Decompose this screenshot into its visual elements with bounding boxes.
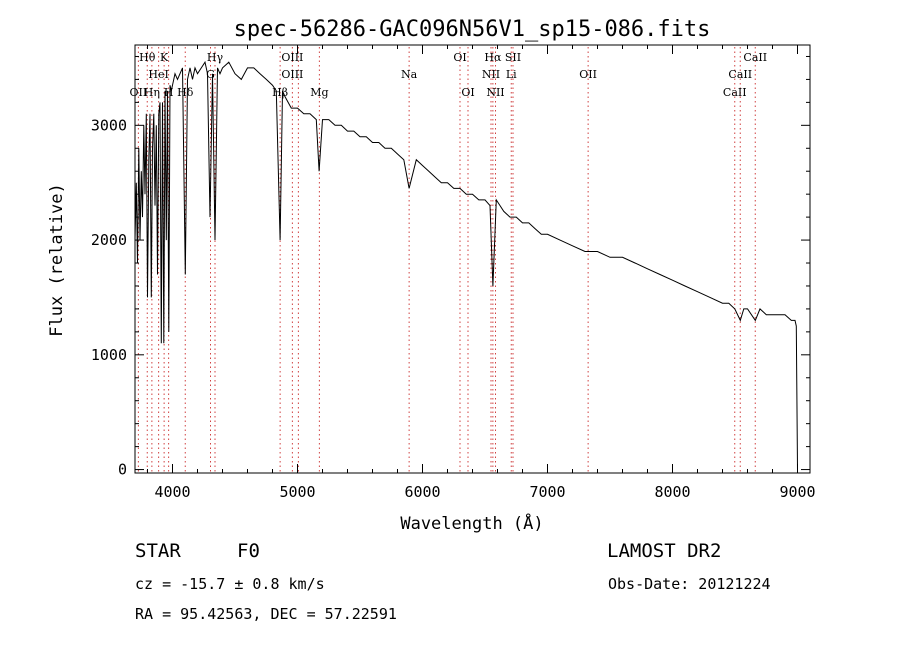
- line-label: CaII: [723, 86, 747, 99]
- x-axis-label: Wavelength (Å): [400, 512, 543, 534]
- survey-name: LAMOST DR2: [607, 540, 722, 562]
- line-label: SII: [505, 51, 521, 64]
- line-markers: [137, 47, 756, 473]
- line-label: NII: [486, 86, 504, 99]
- observation-date: Obs-Date: 20121224: [608, 575, 771, 593]
- y-axis-label: Flux (relative): [47, 183, 67, 337]
- x-tick-label: 9000: [779, 483, 815, 501]
- line-label: K: [160, 51, 169, 64]
- spectrum-chart: spec-56286-GAC096N56V1_sp15-086.fits OII…: [47, 17, 816, 534]
- x-axis: 4000 5000 6000 7000 8000 9000: [147, 45, 816, 501]
- y-tick-label: 1000: [91, 346, 127, 364]
- x-tick-label: 7000: [529, 483, 565, 501]
- x-tick-label: 4000: [154, 483, 190, 501]
- line-label: OIII: [281, 68, 303, 81]
- line-label: Hη: [144, 86, 160, 99]
- y-tick-label: 2000: [91, 231, 127, 249]
- y-tick-label: 3000: [91, 116, 127, 134]
- x-tick-label: 6000: [404, 483, 440, 501]
- spectrum-line: [134, 60, 798, 470]
- object-class: STAR: [135, 540, 181, 562]
- plot-frame: [134, 44, 811, 474]
- line-label: Hγ: [207, 51, 224, 64]
- line-label: Li: [506, 68, 517, 81]
- sky-coordinates: RA = 95.42563, DEC = 57.22591: [135, 605, 397, 623]
- line-label: Hα: [484, 51, 502, 64]
- line-label: Hδ: [177, 86, 194, 99]
- line-label: CaII: [728, 68, 752, 81]
- line-label: H: [164, 86, 174, 99]
- chart-title: spec-56286-GAC096N56V1_sp15-086.fits: [234, 17, 711, 42]
- object-subclass: F0: [237, 540, 260, 562]
- line-label: NII: [482, 68, 500, 81]
- line-label: OIII: [281, 51, 303, 64]
- line-label: OII: [130, 86, 148, 99]
- y-axis: 0 1000 2000 3000: [91, 55, 810, 479]
- line-label: CaII: [743, 51, 767, 64]
- y-tick-label: 0: [118, 461, 127, 479]
- line-label: OII: [579, 68, 597, 81]
- x-tick-label: 8000: [654, 483, 690, 501]
- line-label: OI: [461, 86, 474, 99]
- line-label: OI: [453, 51, 466, 64]
- redshift-value: cz = -15.7 ± 0.8 km/s: [135, 575, 325, 593]
- line-label: G: [206, 68, 215, 81]
- line-label: Mg: [310, 86, 328, 99]
- line-label: Hθ: [139, 51, 156, 64]
- line-label: Na: [401, 68, 418, 81]
- x-tick-label: 5000: [279, 483, 315, 501]
- line-label: HeI: [148, 68, 168, 81]
